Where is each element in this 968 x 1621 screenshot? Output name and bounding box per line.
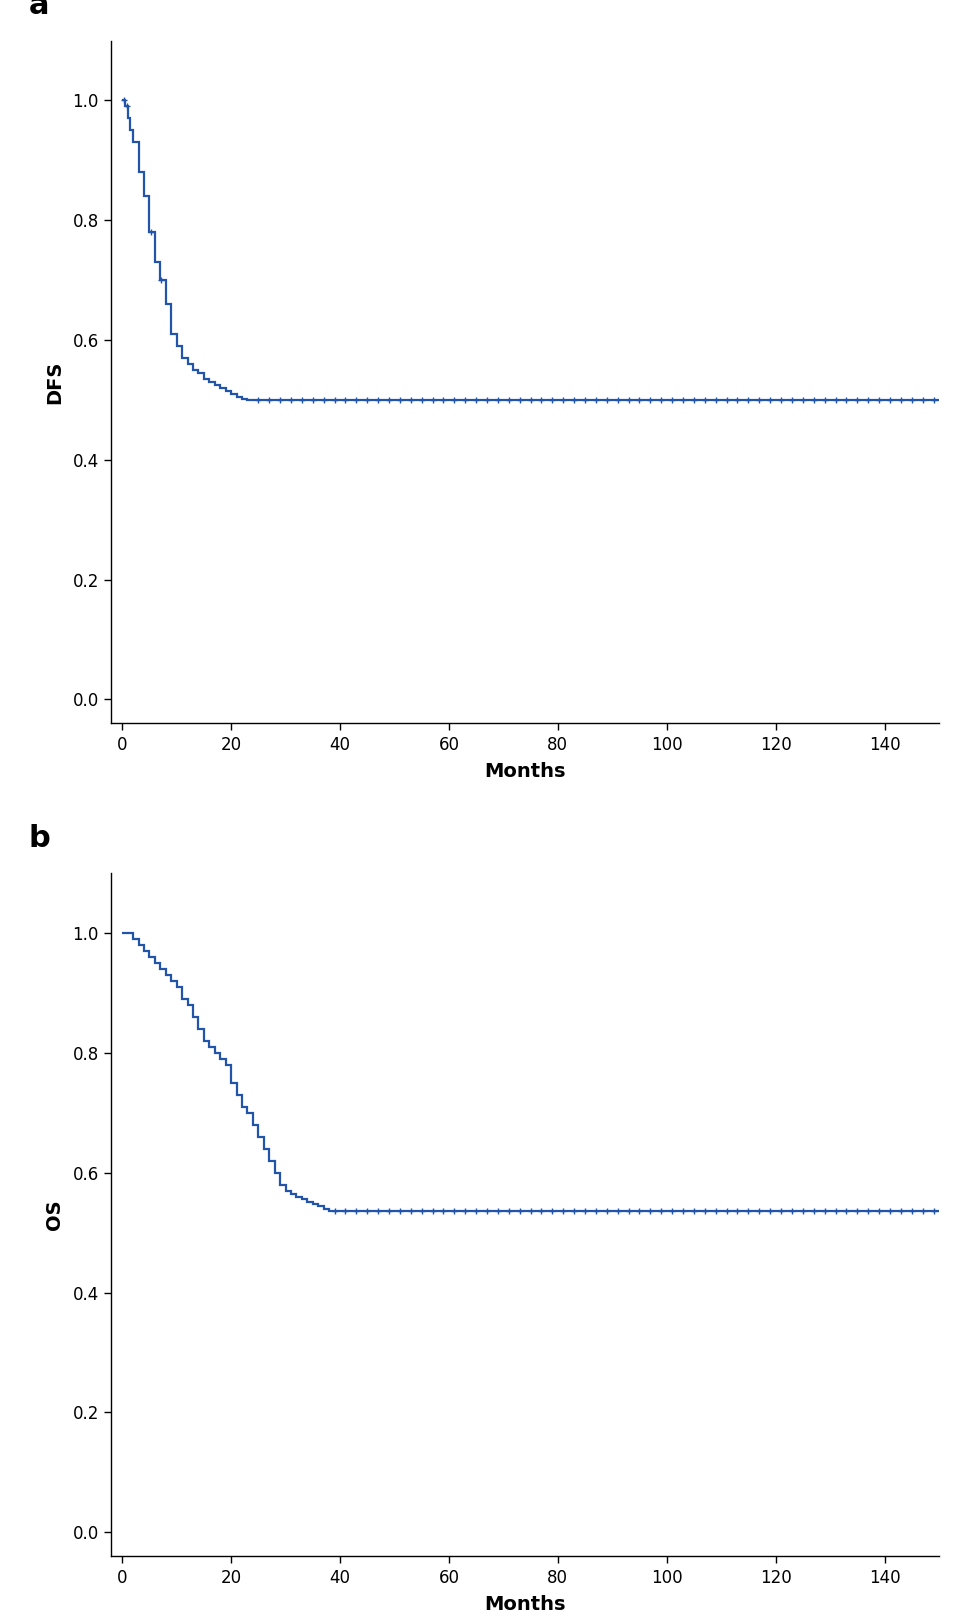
X-axis label: Months: Months — [484, 762, 566, 781]
Text: a: a — [29, 0, 49, 19]
X-axis label: Months: Months — [484, 1595, 566, 1615]
Y-axis label: OS: OS — [45, 1200, 64, 1230]
Text: b: b — [29, 823, 50, 853]
Y-axis label: DFS: DFS — [45, 360, 64, 404]
